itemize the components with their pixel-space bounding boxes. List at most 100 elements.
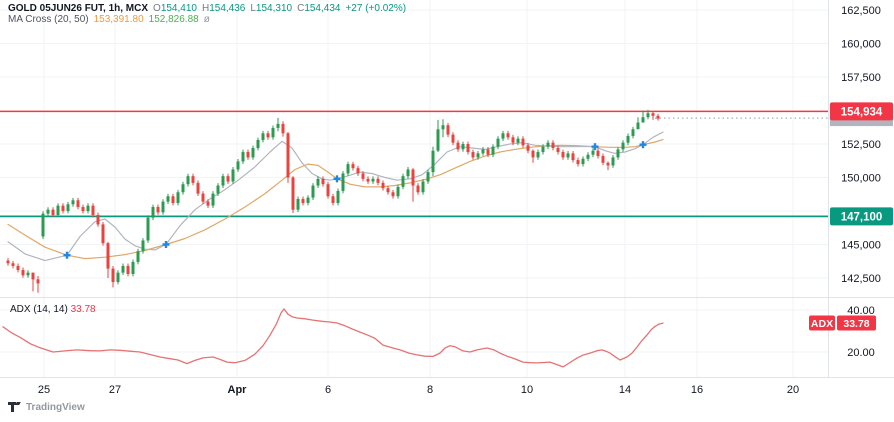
candle	[446, 125, 450, 135]
candle	[481, 149, 485, 154]
price-axis-label: 162,500	[841, 5, 881, 17]
candle	[646, 113, 650, 118]
candle	[181, 184, 185, 193]
candle	[256, 139, 260, 149]
candle	[186, 176, 190, 185]
candle	[146, 217, 150, 241]
tradingview-mark-icon	[8, 402, 22, 413]
candle	[496, 138, 500, 147]
price-axis-label: 160,000	[841, 39, 881, 51]
symbol-title[interactable]: GOLD 05JUN26 FUT, 1h, MCX	[8, 3, 149, 14]
time-axis-label: 6	[325, 384, 331, 396]
ma-cross-markers	[63, 141, 647, 259]
candle	[501, 133, 505, 139]
candle	[566, 153, 570, 158]
candle	[231, 169, 235, 182]
candle	[301, 198, 305, 203]
candle	[561, 152, 565, 158]
candle	[326, 184, 330, 197]
moving-averages	[7, 131, 664, 262]
adx-axis-label: 20.00	[847, 347, 875, 359]
support-badge	[830, 207, 893, 226]
candle	[196, 182, 200, 194]
candle	[521, 138, 525, 146]
adx-axis-label: 40.00	[847, 305, 875, 317]
time-axis-label: 8	[427, 384, 433, 396]
gridlines	[0, 0, 828, 377]
candle	[61, 205, 65, 211]
candle	[621, 142, 625, 150]
candle	[141, 240, 145, 252]
candle	[306, 197, 310, 203]
candle	[136, 251, 140, 262]
pane-separators	[0, 0, 894, 378]
candle	[401, 176, 405, 187]
candle	[21, 269, 25, 276]
candle	[626, 135, 630, 143]
candle	[166, 196, 170, 202]
candle	[266, 133, 270, 138]
candle	[631, 129, 635, 136]
candle	[596, 150, 600, 157]
candle	[601, 156, 605, 163]
candle	[336, 190, 340, 203]
candle	[591, 150, 595, 155]
candle	[556, 148, 560, 153]
candle	[161, 201, 165, 213]
candle	[516, 138, 520, 143]
indicator-name[interactable]: MA Cross (20, 50)	[8, 14, 89, 25]
price-axis-label: 142,500	[841, 273, 881, 285]
candle	[486, 149, 490, 155]
candle	[351, 164, 355, 169]
candle	[491, 146, 495, 155]
candle	[131, 261, 135, 274]
candle	[471, 152, 475, 158]
candle	[546, 142, 550, 147]
symbol-status-row[interactable]: GOLD 05JUN26 FUT, 1h, MCX O154,410 H154,…	[8, 3, 406, 14]
ohlc-high: H154,436	[201, 3, 246, 14]
candle	[366, 178, 370, 182]
candle	[461, 144, 465, 150]
candle	[346, 164, 350, 174]
adx-pane-label: ADX (14, 14) 33.78	[10, 304, 96, 315]
time-axis-label: 27	[109, 384, 121, 396]
time-axis[interactable]: 25 27 Apr 6 8 10 14 16 20	[38, 384, 799, 396]
candle	[421, 181, 425, 193]
candle	[236, 161, 240, 170]
svg-text:154,934: 154,934	[841, 106, 883, 118]
candle	[101, 224, 105, 244]
candle	[51, 209, 55, 216]
ma-fast-value: 153,391.80	[93, 14, 144, 25]
svg-text:33.78: 33.78	[843, 318, 869, 330]
candle	[81, 206, 85, 211]
price-axis[interactable]: 162,500160,000157,500152,500150,000147,5…	[841, 5, 881, 359]
candle	[296, 198, 300, 210]
tradingview-logo[interactable]: TradingView	[8, 402, 85, 413]
candle	[71, 200, 75, 205]
indicator-status-row[interactable]: MA Cross (20, 50) 153,391.80 152,826.88 …	[8, 14, 210, 25]
candle	[581, 158, 585, 165]
candle	[451, 134, 455, 143]
candle	[391, 192, 395, 197]
candle	[106, 243, 110, 269]
candle	[311, 185, 315, 198]
candle	[41, 213, 45, 237]
candle	[476, 153, 480, 158]
candle	[551, 142, 555, 149]
candle	[636, 122, 640, 130]
adx-badge-value	[837, 315, 876, 331]
candle	[651, 113, 655, 116]
time-axis-label: 25	[38, 384, 50, 396]
candle	[576, 160, 580, 165]
level-lines	[0, 110, 828, 218]
candle	[541, 146, 545, 153]
candle	[321, 178, 325, 185]
candle	[91, 205, 95, 216]
candle	[656, 115, 660, 119]
candle	[291, 177, 295, 210]
candle	[376, 178, 380, 183]
candle	[361, 173, 365, 179]
svg-text:ADX: ADX	[811, 318, 833, 330]
